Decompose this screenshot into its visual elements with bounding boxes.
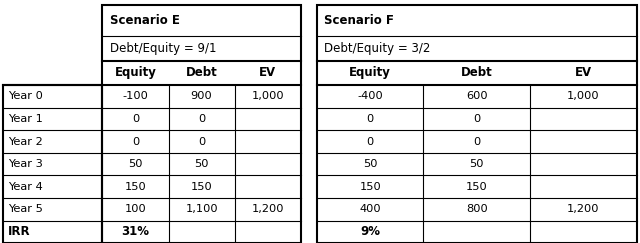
Text: Debt/Equity = 3/2: Debt/Equity = 3/2 <box>324 42 431 55</box>
Text: 1,200: 1,200 <box>252 204 284 214</box>
Text: Year 4: Year 4 <box>8 182 43 192</box>
Bar <box>102 5 301 243</box>
Text: 800: 800 <box>466 204 488 214</box>
Text: 50: 50 <box>470 159 484 169</box>
Text: 100: 100 <box>125 204 147 214</box>
Text: 0: 0 <box>132 114 139 124</box>
Text: Equity: Equity <box>115 66 156 79</box>
Bar <box>317 5 637 243</box>
Text: Year 3: Year 3 <box>8 159 43 169</box>
Text: Year 0: Year 0 <box>8 91 43 101</box>
Text: Equity: Equity <box>349 66 391 79</box>
Text: Scenario F: Scenario F <box>324 14 394 27</box>
Text: -400: -400 <box>357 91 383 101</box>
Text: 150: 150 <box>359 182 381 192</box>
Text: 0: 0 <box>367 114 374 124</box>
Text: 150: 150 <box>466 182 488 192</box>
Text: Debt/Equity = 9/1: Debt/Equity = 9/1 <box>110 42 216 55</box>
Text: EV: EV <box>575 66 592 79</box>
Text: 50: 50 <box>195 159 209 169</box>
Text: Year 2: Year 2 <box>8 137 43 147</box>
Bar <box>3 85 102 243</box>
Text: -100: -100 <box>122 91 148 101</box>
Text: Debt: Debt <box>461 66 493 79</box>
Text: 1,000: 1,000 <box>252 91 284 101</box>
Text: Scenario E: Scenario E <box>110 14 180 27</box>
Text: 400: 400 <box>359 204 381 214</box>
Text: 1,100: 1,100 <box>186 204 218 214</box>
Text: 1,000: 1,000 <box>567 91 600 101</box>
Text: 9%: 9% <box>360 226 380 238</box>
Text: 150: 150 <box>191 182 212 192</box>
Text: 0: 0 <box>473 114 481 124</box>
Text: 1,200: 1,200 <box>567 204 600 214</box>
Text: 600: 600 <box>466 91 488 101</box>
Text: IRR: IRR <box>8 226 31 238</box>
Text: 0: 0 <box>473 137 481 147</box>
Text: 0: 0 <box>367 137 374 147</box>
Text: 150: 150 <box>125 182 147 192</box>
Text: EV: EV <box>259 66 276 79</box>
Text: 0: 0 <box>132 137 139 147</box>
Text: 900: 900 <box>191 91 212 101</box>
Text: 0: 0 <box>198 114 205 124</box>
Text: Year 1: Year 1 <box>8 114 43 124</box>
Text: 31%: 31% <box>122 226 150 238</box>
Text: Year 5: Year 5 <box>8 204 43 214</box>
Text: 50: 50 <box>128 159 143 169</box>
Text: 0: 0 <box>198 137 205 147</box>
Text: 50: 50 <box>363 159 378 169</box>
Text: Debt: Debt <box>186 66 218 79</box>
